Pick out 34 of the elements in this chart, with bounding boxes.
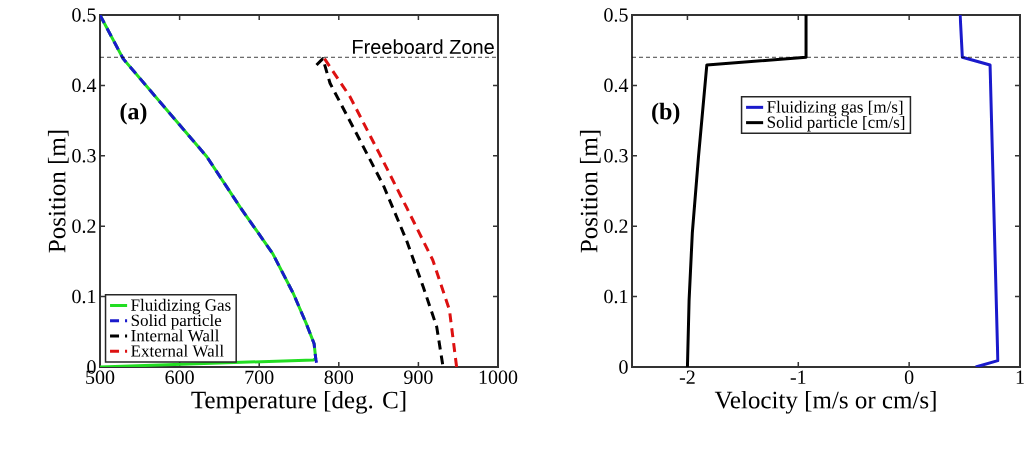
- x-tick-label: 1000: [479, 370, 518, 385]
- y-tick-label: 0.4: [72, 78, 97, 93]
- y-tick-label: 0.2: [604, 219, 628, 233]
- y-tick-label: 0.2: [72, 219, 96, 233]
- y-tick-label: 0.1: [604, 289, 628, 304]
- line-series: [958, 14, 1000, 367]
- legend-label: Fluidizing gas [m/s]: [767, 100, 903, 117]
- y-axis-title: Position [m]: [47, 130, 69, 253]
- annotation: (a): [120, 102, 147, 125]
- y-tick-label: 0.5: [72, 8, 96, 22]
- annotation: (b): [652, 102, 680, 125]
- x-axis-title: Temperature [deg. C]: [191, 390, 406, 414]
- ref-line-label: Freeboard Zone: [353, 39, 494, 55]
- y-tick-label: 0.5: [604, 8, 628, 22]
- x-axis-title: Velocity [m/s or cm/s]: [714, 390, 936, 414]
- x-tick-label: 600: [165, 370, 194, 385]
- x-tick-label: -1: [790, 370, 806, 384]
- x-tick-label: 700: [245, 370, 274, 385]
- legend-label: Fluidizing Gas: [131, 298, 231, 315]
- y-tick-label: 0.3: [72, 149, 96, 163]
- y-axis-title: Position [m]: [579, 130, 601, 253]
- legend-label: Internal Wall: [131, 329, 220, 342]
- legend-label: Solid particle [cm/s]: [767, 116, 905, 132]
- x-tick-label: 1: [1016, 370, 1024, 384]
- x-tick-label: -2: [679, 370, 695, 384]
- x-tick-label: 900: [404, 370, 433, 385]
- legend-label: External Wall: [131, 344, 224, 357]
- y-tick-label: 0: [619, 360, 628, 374]
- x-tick-label: 800: [324, 370, 354, 385]
- y-tick-label: 0.4: [604, 78, 629, 93]
- y-tick-label: 0.3: [604, 149, 628, 163]
- legend-label: Solid particle: [131, 314, 222, 330]
- y-tick-label: 0.1: [72, 289, 96, 304]
- x-tick-label: 0: [904, 370, 914, 385]
